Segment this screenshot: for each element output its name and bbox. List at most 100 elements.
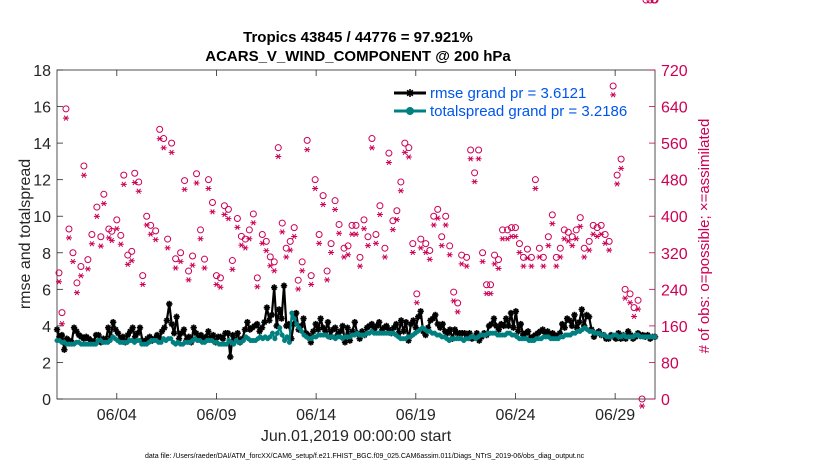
obs-assimilated-marker [401,149,408,156]
obs-possible-marker [327,240,335,248]
rmse-point [578,306,585,313]
rmse-point [161,324,168,331]
rmse-point [424,324,432,331]
obs-assimilated-marker [62,115,69,121]
obs-assimilated-marker [454,309,461,315]
rmse-point [476,337,483,344]
obs-possible-marker [609,82,617,90]
rmse-point [571,311,578,319]
rmse-point [163,317,171,324]
x-tick-label: 06/09 [196,407,236,424]
rmse-point [556,330,564,337]
obs-possible-marker [185,267,193,275]
obs-assimilated-marker [152,236,159,243]
obs-assimilated-marker [246,236,253,242]
obs-assimilated-marker [185,277,192,283]
rmse-point [156,335,163,342]
rmse-point [385,326,393,333]
obs-possible-marker [189,252,197,260]
obs-possible-marker [253,274,261,282]
obs-possible-marker [564,228,572,236]
obs-assimilated-marker [479,258,486,265]
obs-possible-marker [417,235,425,243]
obs-assimilated-marker [581,254,588,260]
obs-assimilated-marker [520,263,527,269]
rmse-point [175,335,183,342]
obs-assimilated-marker [209,209,216,215]
obs-possible-marker [646,0,654,4]
obs-possible-marker [131,169,139,177]
obs-assimilated-marker [446,252,453,258]
rmse-point [612,335,620,342]
rmse-point [253,320,261,328]
obs-possible-marker [368,135,376,143]
obs-assimilated-marker [341,254,348,260]
obs-possible-marker [621,285,629,293]
obs-possible-marker [397,178,405,186]
rmse-point [397,317,405,324]
rmse-point [429,315,437,322]
obs-possible-marker [585,237,593,245]
obs-assimilated-marker [242,245,249,251]
rmse-point [310,328,317,335]
rmse-point [507,309,515,317]
obs-possible-marker [422,240,430,248]
y-tick-label: 4 [42,319,51,336]
obs-assimilated-marker [540,263,547,269]
rmse-point [290,320,297,328]
rmse-point [568,322,576,330]
rmse-point [268,311,275,319]
totalspread-point [267,334,273,340]
rmse-point [166,300,173,308]
rmse-point [615,330,622,337]
obs-possible-marker [479,249,487,257]
obs-possible-marker [108,227,116,235]
rmse-point [400,328,407,335]
obs-possible-marker [212,272,220,280]
obs-possible-marker [65,225,73,233]
rmse-point [319,324,327,331]
obs-assimilated-marker [528,263,535,269]
rmse-point [210,331,217,339]
obs-possible-marker [172,255,180,263]
obs-possible-marker [286,237,294,245]
obs-possible-marker [168,139,176,147]
series-lines [53,282,659,361]
obs-assimilated-marker [495,265,502,272]
totalspread-point [289,310,295,316]
obs-assimilated-marker [147,231,154,237]
totalspread-point [274,330,280,336]
y-tick-label: 14 [33,136,51,153]
rmse-point [266,317,273,324]
obs-possible-marker [228,257,236,265]
obs-assimilated-marker [316,240,323,247]
obs-possible-marker [471,169,479,177]
obs-assimilated-marker [356,263,363,269]
obs-possible-marker [139,272,147,280]
obs-assimilated-marker [545,242,552,249]
rmse-point [576,319,583,326]
obs-assimilated-marker [234,224,241,231]
obs-possible-marker [274,144,282,152]
obs-assimilated-marker [332,206,339,213]
rmse-point [624,328,632,335]
obs-assimilated-marker [193,180,200,186]
rmse-point [415,313,422,320]
obs-assimilated-marker [610,92,617,98]
obs-possible-marker [298,258,306,266]
obs-assimilated-marker [467,156,474,162]
legend-spread-label: totalspread grand pr = 3.2186 [430,103,627,120]
obs-possible-marker [393,207,401,215]
obs-possible-marker [164,235,172,243]
obs-possible-marker [303,136,311,144]
obs-possible-marker [576,214,584,222]
obs-assimilated-marker [573,236,580,242]
rmse-point [146,333,153,341]
obs-assimilated-marker [590,231,597,237]
obs-assimilated-marker [254,284,261,290]
obs-possible-marker [177,249,185,257]
obs-possible-marker [426,246,434,254]
totalspread-point [298,328,305,334]
rmse-point [356,335,363,342]
obs-assimilated-marker [639,403,646,409]
